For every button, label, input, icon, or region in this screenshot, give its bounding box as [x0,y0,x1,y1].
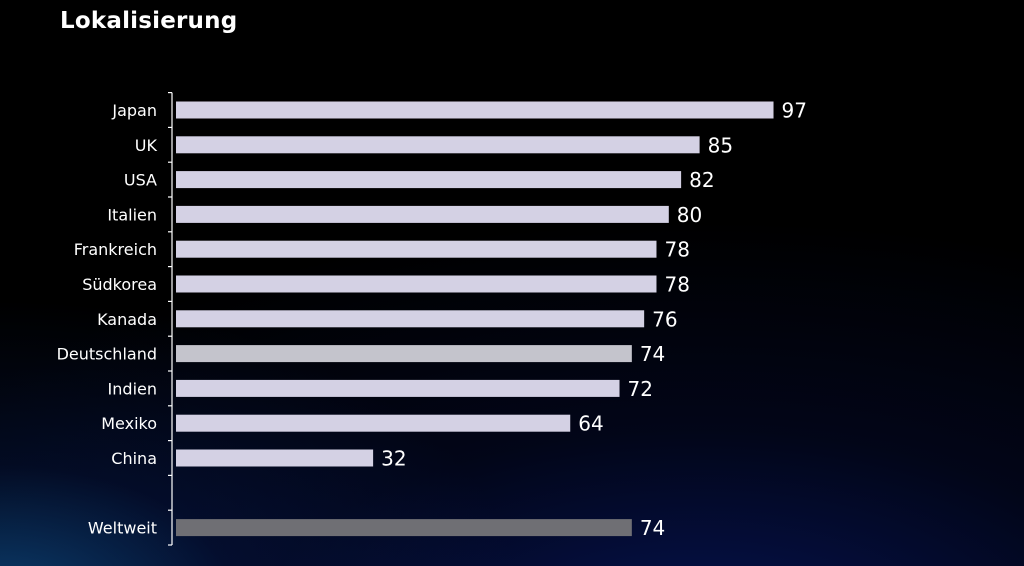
category-label-italien: Italien [107,205,157,224]
value-label-usa: 82 [689,168,714,192]
bar-japan [176,101,774,119]
bar-kanada [176,310,645,328]
category-label-usa: USA [124,171,157,190]
category-label-weltweit: Weltweit [88,519,157,538]
value-label-kanada: 76 [652,307,677,331]
bar-china [176,449,374,467]
bar-uk [176,136,700,154]
bar-frankreich [176,240,657,258]
category-label-japan: Japan [111,101,157,120]
value-label-mexiko: 64 [578,412,603,436]
y-axis [168,91,173,546]
bars [176,101,774,537]
bar-indien [176,379,620,397]
bar-mexiko [176,414,571,432]
value-label-uk: 85 [708,133,733,157]
category-label-sudkorea: Südkorea [82,275,157,294]
category-label-china: China [111,449,157,468]
value-label-indien: 72 [628,377,653,401]
value-labels: 97 85 82 80 78 78 76 74 72 64 32 74 [381,99,807,541]
chart-title: Lokalisierung [60,8,238,34]
value-label-italien: 80 [677,203,702,227]
bar-deutschland [176,345,632,363]
value-label-china: 32 [381,447,406,471]
category-label-indien: Indien [108,379,157,398]
value-label-frankreich: 78 [664,238,689,262]
value-label-sudkorea: 78 [664,273,689,297]
category-label-mexiko: Mexiko [101,414,157,433]
value-label-deutschland: 74 [640,342,665,366]
bar-italien [176,205,669,223]
value-label-japan: 97 [782,99,807,123]
category-label-uk: UK [135,136,158,155]
category-label-deutschland: Deutschland [57,345,157,364]
value-label-weltweit: 74 [640,516,665,540]
bar-weltweit [176,519,632,537]
bar-sudkorea [176,275,657,293]
category-label-frankreich: Frankreich [74,240,157,259]
category-label-kanada: Kanada [97,310,157,329]
bar-usa [176,171,682,189]
category-labels: Japan UK USA Italien Frankreich Südkorea Kanad… [57,101,158,538]
